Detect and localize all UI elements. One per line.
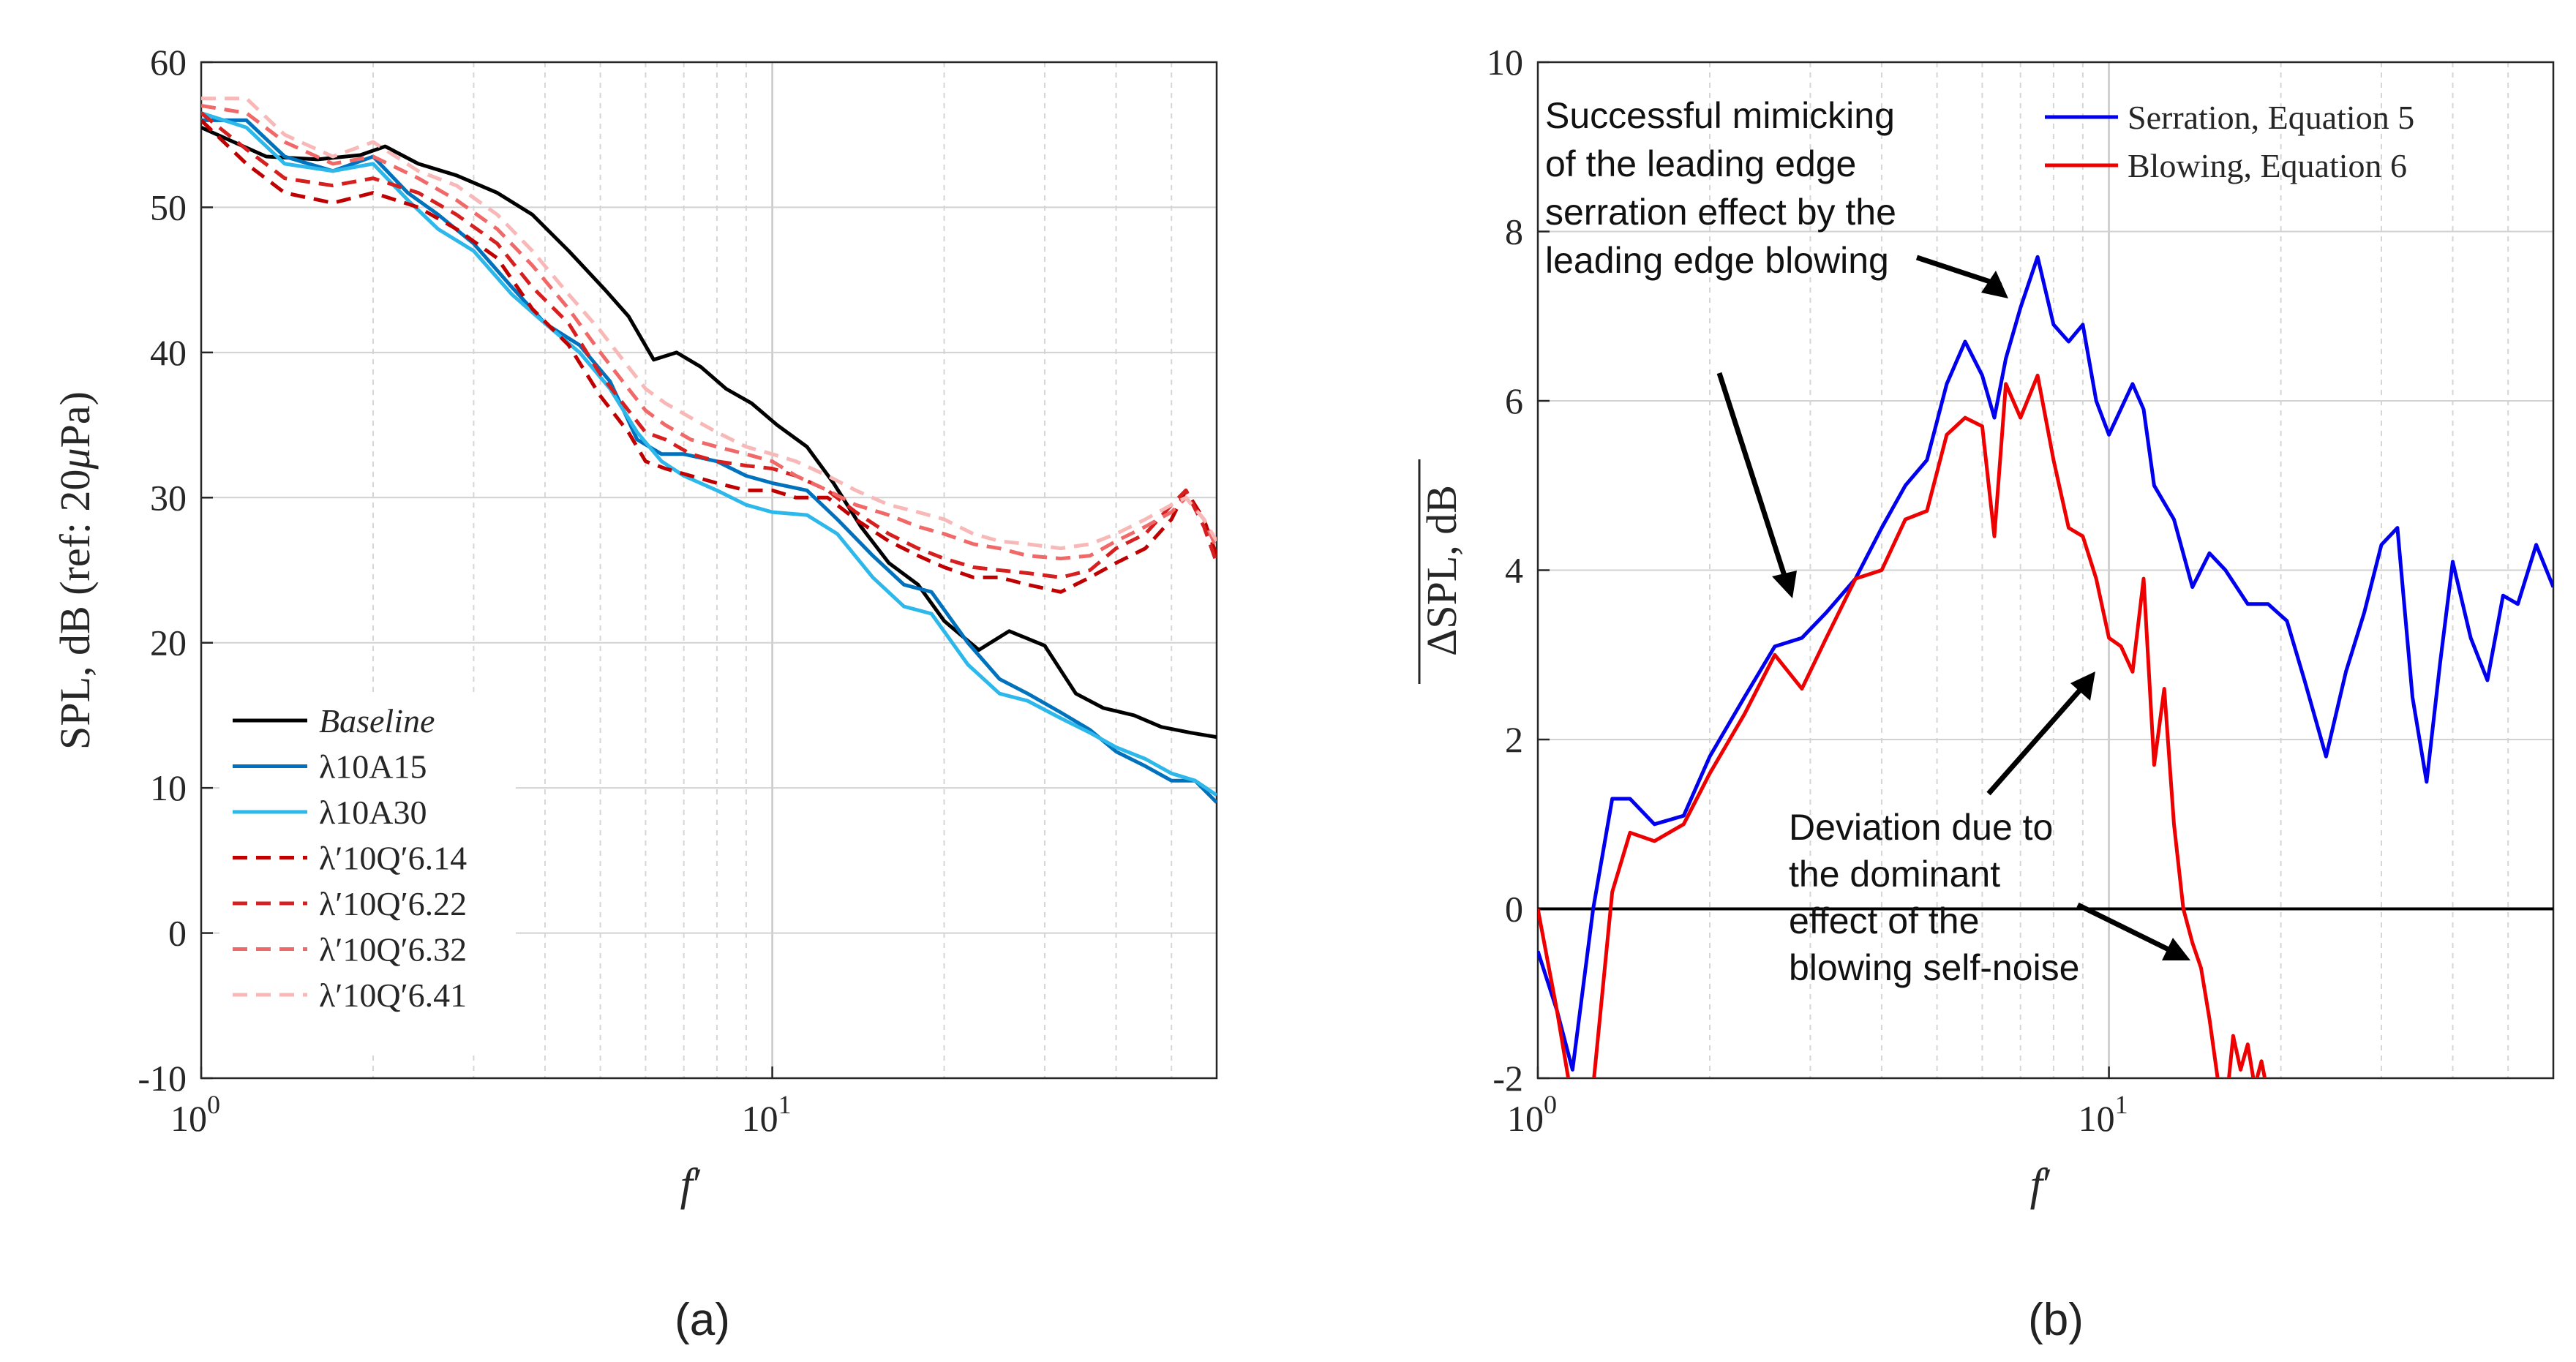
legend-b-label: Serration, Equation 5 [2128,99,2414,136]
y-tick-label: 50 [150,187,187,227]
series-line-a-0 [201,126,1217,740]
x-ticks-a: 100 101 [170,1066,792,1139]
legend-a-label: λ′10Q′6.22 [319,885,467,922]
y-axis-label-a: SPL, dB (ref: 20μPa) [51,391,99,750]
y-tick-label: 4 [1505,550,1523,591]
y-tick-label: 0 [1505,889,1523,930]
arrow-head-1 [1981,271,2008,298]
y-tick-label: 10 [150,767,187,808]
y-ticks-b: -2 0 2 4 6 8 10 [1487,42,1550,1099]
x-tick-label: 100 [1507,1090,1557,1139]
x-tick-label: 101 [742,1090,792,1139]
legend-b-label: Blowing, Equation 6 [2128,147,2407,184]
legend-a-label: λ′10Q′6.14 [319,840,467,877]
series-b [1538,255,2553,1078]
y-tick-label: 0 [168,913,187,954]
annotation-line: leading edge blowing [1545,240,1889,281]
series-a [201,97,1217,804]
arrow-to-blowing-dip [1986,685,2084,796]
annotation-line: effect of the [1789,900,1979,941]
arrow-to-zero-crossing [2076,902,2173,954]
y-tick-label: -2 [1492,1058,1523,1099]
y-tick-label: 2 [1505,719,1523,760]
annotation-line: Deviation due to [1789,807,2053,848]
arrow-head-3 [2070,671,2095,701]
axes-frame-a [200,61,1218,1080]
series-line-a-5 [201,104,1217,561]
annotation-line: blowing self-noise [1789,947,2079,988]
series-line-b-0 [1538,255,2553,1072]
annotation-line: Successful mimicking [1545,95,1895,136]
panel-label-a: (a) [675,1295,730,1345]
legend-a-label: λ10A30 [319,794,427,831]
series-line-a-3 [201,118,1217,594]
y-tick-label: 60 [150,42,187,83]
legend-b: Serration, Equation 5 Blowing, Equation 6 [2045,99,2414,184]
y-ticks-a: -10 0 10 20 30 40 50 60 [138,42,213,1099]
annotation-line: of the leading edge [1545,143,1856,184]
series-line-b-1 [1538,373,2267,1078]
legend-a-label: λ10A15 [319,748,427,786]
legend-a-label: Baseline [319,702,435,740]
arrow-head-4 [2162,938,2190,960]
y-axis-label-b: ΔSPL, dB [1418,485,1465,656]
annotation-deviation: Deviation due to the dominant effect of th… [1789,807,2079,988]
annotation-line: the dominant [1789,854,2000,895]
arrow-to-low-frequency-match [1716,372,1788,579]
annotation-line: serration effect by the [1545,192,1896,233]
panel-label-b: (b) [2028,1295,2084,1345]
y-tick-label: 40 [150,332,187,373]
series-line-a-4 [201,111,1217,579]
series-line-a-1 [201,118,1217,804]
annotation-arrows [1716,255,2190,960]
y-tick-label: -10 [138,1058,187,1099]
chart-b: -2 0 2 4 6 8 10 100 101 ΔSPL, dB f′ (b) Serrati… [1418,42,2555,1345]
series-line-a-2 [201,111,1217,797]
x-axis-label-b: f′ [2030,1160,2053,1210]
x-axis-label-a: f′ [680,1160,703,1210]
x-tick-label: 100 [170,1090,220,1139]
chart-a: -10 0 10 20 30 40 50 60 100 101 SPL, dB (ref: 20… [51,42,1218,1345]
legend-a-label: λ′10Q′6.41 [319,977,467,1014]
y-tick-label: 6 [1505,380,1523,421]
x-ticks-b: 100 101 [1507,1066,2128,1139]
y-tick-label: 20 [150,622,187,663]
y-tick-label: 8 [1505,211,1523,252]
y-tick-label: 10 [1487,42,1523,83]
legend-a: Baseline λ10A15 λ10A30 λ′10Q′6.14 λ′10Q′6.22… [219,695,516,1050]
y-tick-label: 30 [150,477,187,518]
legend-a-label: λ′10Q′6.32 [319,931,467,968]
annotation-successful-mimicking: Successful mimicking of the leading edge s… [1545,95,1896,281]
arrow-to-serration-peak [1915,255,2002,288]
series-line-a-6 [201,97,1217,551]
x-tick-label: 101 [2079,1090,2128,1139]
arrow-head-2 [1772,571,1797,598]
